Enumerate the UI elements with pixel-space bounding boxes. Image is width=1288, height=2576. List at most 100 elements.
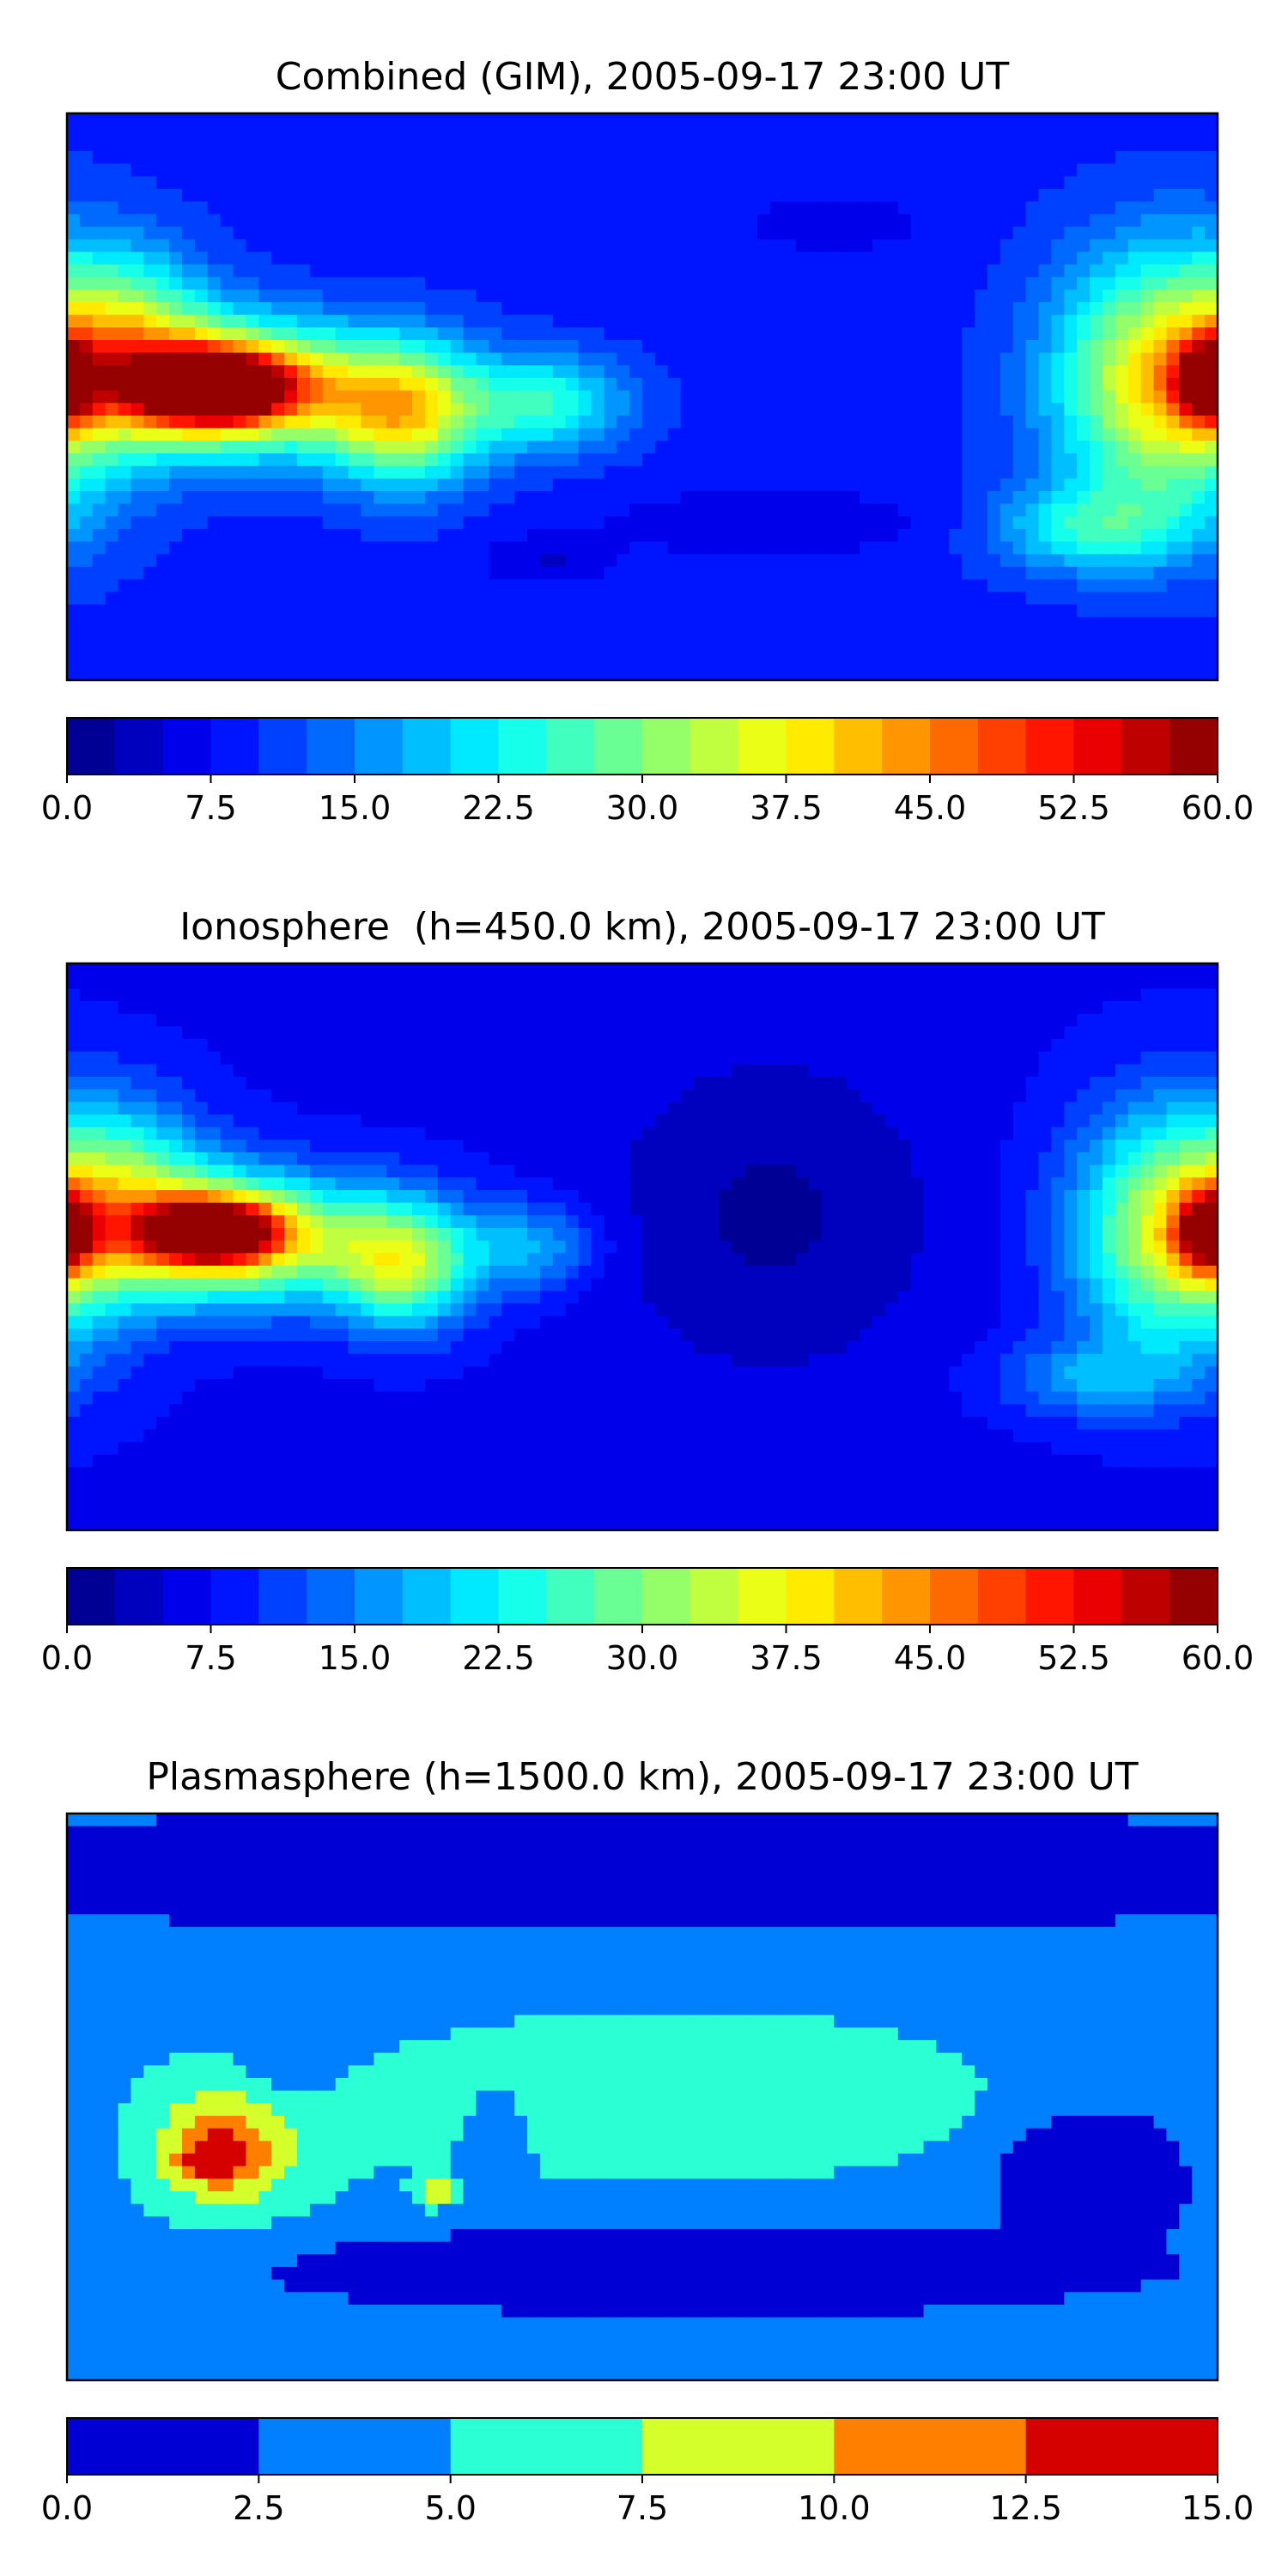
heat-cell bbox=[897, 654, 912, 668]
heat-cell bbox=[680, 617, 695, 630]
heat-cell bbox=[450, 302, 465, 316]
heat-cell bbox=[348, 138, 362, 152]
heat-cell bbox=[207, 151, 222, 165]
heat-cell bbox=[322, 963, 337, 977]
heat-cell bbox=[1192, 352, 1206, 366]
heat-cell bbox=[782, 988, 797, 1002]
heat-cell bbox=[1038, 276, 1053, 290]
heat-cell bbox=[821, 289, 835, 303]
heat-cell bbox=[182, 1077, 196, 1091]
heat-cell bbox=[847, 1039, 860, 1053]
heat-cell bbox=[693, 516, 708, 530]
heat-cell bbox=[1127, 617, 1142, 630]
heat-cell bbox=[936, 163, 950, 177]
heat-cell bbox=[1103, 352, 1116, 366]
heat-cell bbox=[271, 227, 285, 240]
heat-cell bbox=[399, 1026, 413, 1040]
heat-cell bbox=[527, 352, 541, 366]
heat-cell bbox=[182, 1051, 196, 1065]
heat-cell bbox=[999, 554, 1014, 568]
heat-cell bbox=[975, 1051, 988, 1065]
heat-cell bbox=[246, 516, 259, 530]
heat-cell bbox=[565, 465, 580, 479]
heat-cell bbox=[757, 340, 771, 354]
heat-cell bbox=[834, 227, 848, 240]
heat-cell bbox=[565, 352, 580, 366]
heat-cell bbox=[1051, 554, 1065, 568]
heat-cell bbox=[258, 189, 272, 203]
heat-cell bbox=[194, 176, 209, 190]
heat-cell bbox=[79, 1013, 94, 1027]
heat-cell bbox=[552, 541, 567, 555]
heat-cell bbox=[757, 963, 771, 977]
heat-cell bbox=[79, 252, 94, 265]
heat-cell bbox=[437, 642, 452, 656]
heat-cell bbox=[539, 1026, 554, 1040]
heat-cell bbox=[654, 567, 669, 580]
heat-cell bbox=[757, 227, 771, 240]
heat-cell bbox=[732, 138, 745, 152]
heat-cell bbox=[757, 1064, 771, 1078]
heat-cell bbox=[207, 264, 222, 278]
heat-cell bbox=[297, 1001, 311, 1015]
heat-cell bbox=[1179, 629, 1193, 643]
heat-cell bbox=[1127, 465, 1142, 479]
heat-cell bbox=[1051, 365, 1065, 379]
heat-cell bbox=[808, 465, 823, 479]
heat-cell bbox=[284, 516, 298, 530]
heat-cell bbox=[67, 252, 81, 265]
heat-cell bbox=[1103, 529, 1116, 543]
heat-cell bbox=[437, 491, 452, 505]
heat-cell bbox=[118, 1064, 132, 1078]
heat-cell bbox=[284, 365, 298, 379]
heat-cell bbox=[105, 276, 119, 290]
heat-cell bbox=[1127, 365, 1142, 379]
heat-cell bbox=[374, 516, 387, 530]
heat-cell bbox=[795, 163, 810, 177]
heat-cell bbox=[719, 138, 732, 152]
heat-cell bbox=[654, 503, 669, 517]
heat-cell bbox=[808, 151, 823, 165]
heat-cell bbox=[501, 963, 515, 977]
heat-cell bbox=[706, 302, 720, 316]
heat-cell bbox=[284, 642, 298, 656]
heat-cell bbox=[860, 289, 873, 303]
heat-cell bbox=[348, 491, 362, 505]
heat-cell bbox=[79, 541, 94, 555]
heat-cell bbox=[654, 1039, 669, 1053]
heat-cell bbox=[782, 629, 797, 643]
heat-cell bbox=[450, 1026, 465, 1040]
heat-cell bbox=[1127, 605, 1142, 618]
heat-cell bbox=[463, 403, 477, 416]
heat-cell bbox=[463, 214, 477, 228]
heat-cell bbox=[847, 478, 860, 492]
heat-cell bbox=[399, 629, 413, 643]
heat-cell bbox=[182, 629, 196, 643]
heat-cell bbox=[143, 314, 157, 328]
heat-cell bbox=[476, 163, 489, 177]
heat-cell bbox=[757, 264, 771, 278]
heat-cell bbox=[527, 667, 541, 680]
heat-cell bbox=[105, 592, 119, 605]
heat-cell bbox=[361, 567, 374, 580]
heat-cell bbox=[757, 988, 771, 1002]
heat-cell bbox=[258, 378, 272, 392]
heat-cell bbox=[67, 579, 81, 592]
heat-cell bbox=[680, 125, 695, 139]
heat-cell bbox=[617, 176, 630, 190]
heat-cell bbox=[1140, 491, 1155, 505]
heat-cell bbox=[424, 390, 439, 404]
heat-cell bbox=[604, 988, 617, 1002]
heat-cell bbox=[987, 629, 1001, 643]
heat-cell bbox=[1103, 1077, 1116, 1091]
heat-cell bbox=[617, 1039, 630, 1053]
heat-cell bbox=[962, 592, 975, 605]
heat-cell bbox=[348, 314, 362, 328]
heat-cell bbox=[1025, 113, 1040, 127]
heat-cell bbox=[335, 554, 349, 568]
heat-cell bbox=[169, 654, 183, 668]
heat-cell bbox=[348, 1026, 362, 1040]
heat-cell bbox=[860, 151, 873, 165]
heat-cell bbox=[169, 302, 183, 316]
heat-cell bbox=[284, 491, 298, 505]
